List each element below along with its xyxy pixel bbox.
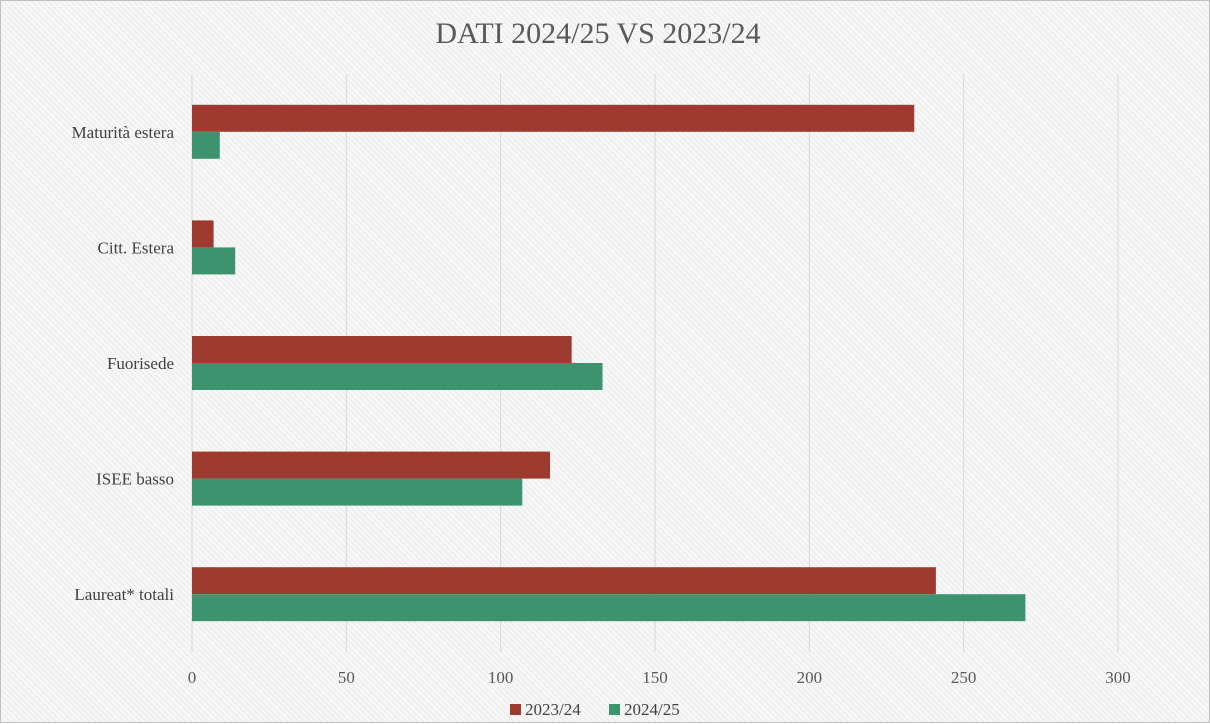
chart-title: DATI 2024/25 VS 2023/24 <box>435 17 760 50</box>
bar-2024-25 <box>192 131 220 159</box>
bar-2023-24 <box>192 104 915 132</box>
x-tick-label: 200 <box>797 668 823 687</box>
x-tick-label: 50 <box>338 668 355 687</box>
category-label: Fuorisede <box>107 354 174 373</box>
x-tick-label: 150 <box>642 668 668 687</box>
category-label: Citt. Estera <box>98 238 175 257</box>
x-axis-ticks: 0 50 100 150 200 250 300 <box>188 668 1131 687</box>
bar-2024-25 <box>192 478 523 506</box>
legend-swatch <box>510 704 521 715</box>
bar-2024-25 <box>192 363 603 390</box>
category-label: Laureat* totali <box>74 585 174 604</box>
category-label: ISEE basso <box>96 470 174 489</box>
legend: 2023/24 2024/25 <box>510 700 680 719</box>
bar-2023-24 <box>192 220 214 248</box>
legend-label: 2024/25 <box>624 700 680 719</box>
legend-label: 2023/24 <box>525 700 581 719</box>
x-tick-label: 250 <box>951 668 977 687</box>
x-tick-label: 0 <box>188 668 197 687</box>
bar-2023-24 <box>192 451 551 479</box>
bar-2023-24 <box>192 336 572 363</box>
y-axis-categories: Laureat* totali ISEE basso Fuorisede Citt. … <box>72 123 175 604</box>
bar-2024-25 <box>192 594 1026 622</box>
bar-2024-25 <box>192 247 236 275</box>
x-tick-label: 300 <box>1105 668 1131 687</box>
category-label: Maturità estera <box>72 123 175 142</box>
legend-swatch <box>609 704 620 715</box>
bar-2023-24 <box>192 567 936 595</box>
bars <box>192 104 1026 622</box>
x-tick-label: 100 <box>488 668 514 687</box>
